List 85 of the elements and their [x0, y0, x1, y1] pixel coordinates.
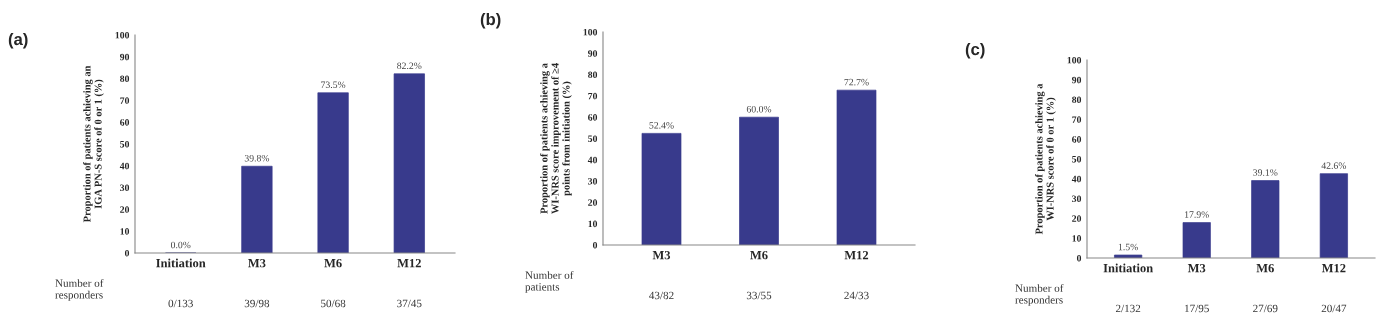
data-label: 17.9%	[1185, 211, 1209, 218]
bar	[739, 116, 779, 245]
y-tick-label: 90	[587, 50, 598, 57]
text: 33/55	[746, 291, 772, 300]
y-axis-title: Proportion of patients achieving a WI-NRS score of 0 or 1 (%)	[1035, 83, 1056, 235]
y-tick-label: 40	[587, 156, 598, 164]
text: Number of responders	[1015, 284, 1064, 306]
text: 24/33	[844, 291, 869, 300]
data-label: 73.5%	[321, 81, 346, 89]
x-tick-label: M3	[652, 250, 671, 260]
y-tick-label: 0	[124, 249, 130, 257]
y-tick-label: 60	[588, 114, 598, 121]
x-tick-label: M12	[844, 250, 869, 260]
y-tick-label: 20	[588, 199, 598, 206]
x-tick-label: Initiation	[156, 258, 206, 268]
y-tick-label: 90	[119, 53, 130, 61]
data-label: 52.4%	[649, 122, 674, 129]
x-tick-label: M3	[248, 258, 266, 268]
text: Number of responders	[55, 279, 104, 301]
y-tick-label: 100	[583, 28, 598, 36]
chart-title: (a)	[8, 32, 28, 49]
y-tick-label: 60	[1072, 136, 1082, 143]
y-tick-label: 70	[588, 92, 598, 100]
data-label: 39.1%	[1253, 169, 1278, 176]
bar	[1114, 254, 1143, 258]
bar	[241, 165, 273, 253]
text: 50/68	[321, 299, 346, 308]
text: 17/95	[1185, 304, 1209, 313]
data-label: 0.0%	[170, 241, 191, 249]
bar	[1251, 180, 1280, 258]
text: Number of patients	[525, 271, 574, 293]
y-tick-label: 100	[115, 31, 130, 39]
y-tick-label: 80	[588, 71, 598, 79]
y-tick-label: 40	[1071, 175, 1082, 183]
y-tick-label: 20	[120, 206, 130, 213]
y-tick-label: 90	[1071, 76, 1082, 84]
y-tick-label: 50	[588, 135, 598, 142]
y-tick-label: 50	[1072, 155, 1082, 163]
data-label: 39.8%	[244, 154, 270, 162]
y-tick-label: 10	[588, 220, 598, 228]
bar	[836, 89, 877, 245]
y-tick-label: 30	[588, 178, 598, 185]
text: 0/133	[168, 299, 193, 308]
bar	[641, 133, 682, 245]
y-tick-label: 70	[1072, 116, 1082, 123]
chart-title: (c)	[965, 42, 985, 59]
text: 27/69	[1253, 304, 1278, 313]
text: 39/98	[244, 299, 270, 308]
x-tick-label: M6	[1256, 263, 1274, 273]
y-tick-label: 0	[592, 241, 598, 249]
text: 2/132	[1115, 304, 1141, 313]
text: 43/82	[649, 291, 674, 300]
bar	[393, 73, 425, 253]
x-tick-label: M12	[397, 258, 421, 268]
y-tick-label: 50	[120, 140, 130, 148]
y-tick-label: 30	[1072, 195, 1082, 203]
y-tick-label: 0	[1076, 254, 1082, 262]
data-label: 82.2%	[397, 62, 422, 70]
y-tick-label: 10	[1072, 235, 1082, 242]
y-tick-label: 60	[120, 119, 130, 126]
x-tick-label: M12	[1321, 263, 1346, 273]
y-tick-label: 100	[1067, 56, 1082, 64]
y-tick-label: 80	[120, 75, 130, 83]
y-axis-title: Proportion of patients achieving a WI-NRS score improvement of ≥4 points from initiation (%)	[540, 63, 572, 214]
y-tick-label: 70	[120, 97, 130, 104]
data-label: 1.5%	[1118, 243, 1138, 251]
data-label: 72.7%	[844, 78, 869, 86]
chart-title: (b)	[480, 12, 501, 29]
y-tick-label: 30	[120, 184, 130, 192]
y-tick-label: 40	[119, 162, 130, 170]
x-tick-label: M6	[324, 258, 342, 268]
bar	[1182, 222, 1211, 258]
y-tick-label: 10	[120, 228, 130, 235]
x-tick-label: Initiation	[1103, 263, 1153, 273]
data-label: 60.0%	[746, 105, 772, 113]
bar	[1319, 173, 1348, 258]
x-tick-label: M6	[750, 250, 768, 260]
text: 20/47	[1321, 304, 1347, 313]
data-label: 42.6%	[1321, 162, 1347, 169]
x-tick-label: M3	[1187, 263, 1206, 273]
y-axis-title: Proportion of patients achieving an IGA PN-S score of 0 or 1 (%)	[83, 65, 104, 223]
y-tick-label: 80	[1072, 96, 1082, 104]
text: 37/45	[397, 299, 422, 308]
bar	[317, 92, 349, 253]
y-tick-label: 20	[1072, 215, 1082, 222]
